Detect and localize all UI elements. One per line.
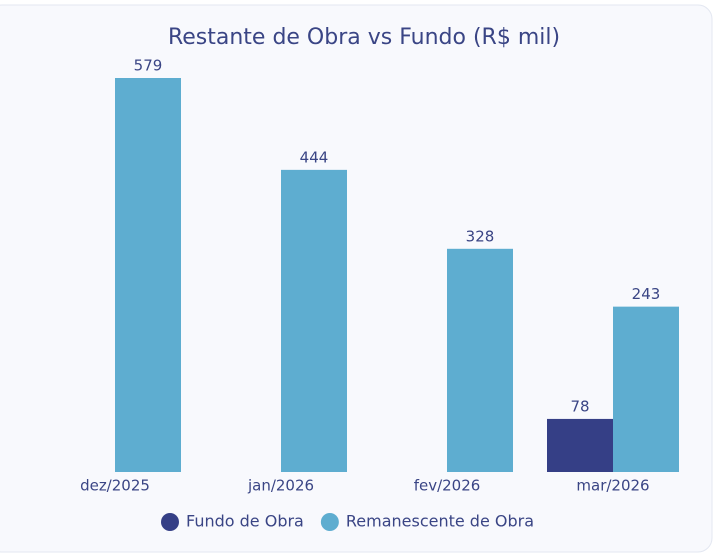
legend-label: Fundo de Obra bbox=[186, 512, 304, 531]
value-label: 579 bbox=[134, 57, 163, 75]
value-label: 243 bbox=[632, 285, 661, 303]
value-label: 444 bbox=[300, 148, 329, 166]
x-tick-label: mar/2026 bbox=[576, 477, 649, 495]
bar bbox=[447, 248, 513, 472]
bar bbox=[547, 418, 613, 472]
x-tick-label: jan/2026 bbox=[247, 477, 314, 495]
value-label: 78 bbox=[570, 397, 589, 415]
value-label: 328 bbox=[466, 227, 495, 245]
chart-title: Restante de Obra vs Fundo (R$ mil) bbox=[168, 25, 560, 50]
bar bbox=[613, 306, 679, 472]
legend-label: Remanescente de Obra bbox=[346, 512, 534, 531]
legend-swatch bbox=[320, 513, 339, 531]
bar bbox=[115, 78, 181, 472]
bar bbox=[281, 169, 347, 472]
legend-swatch bbox=[161, 513, 179, 531]
x-tick-label: fev/2026 bbox=[414, 477, 481, 495]
x-tick-label: dez/2025 bbox=[80, 477, 150, 495]
